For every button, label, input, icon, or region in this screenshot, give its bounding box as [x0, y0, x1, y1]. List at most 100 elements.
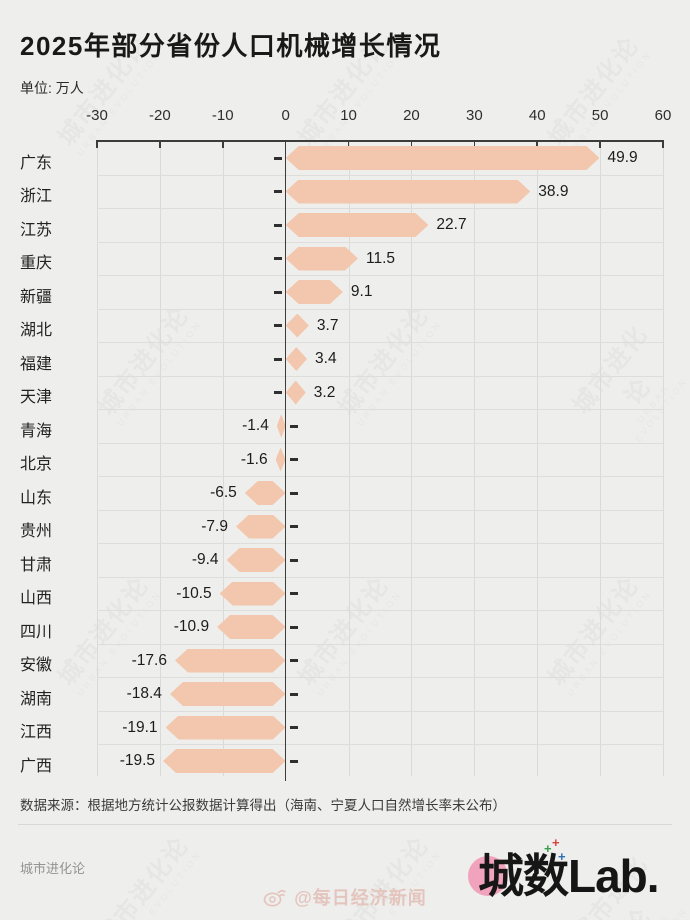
- bar-base-dash: [289, 625, 298, 629]
- diagonal-watermark: 城市进化论URBAN EVOLUTION: [287, 567, 403, 698]
- watermark-cn-text: 城市进化论: [327, 297, 435, 422]
- category-label: 广西: [20, 757, 53, 775]
- value-label: -6.5: [210, 484, 237, 501]
- row-separator: [97, 543, 663, 545]
- category-label: 甘肃: [20, 556, 53, 574]
- x-axis-tick: [96, 142, 98, 148]
- bar-base-dash: [289, 726, 298, 729]
- row-separator: [97, 744, 663, 746]
- row-separator: [97, 710, 663, 712]
- logo-accent-icon: +: [552, 835, 560, 850]
- watermark-en-text: URBAN EVOLUTION: [315, 49, 404, 158]
- bar: [170, 682, 286, 706]
- gridline-vertical: [600, 140, 602, 776]
- x-axis-tick-label: 20: [403, 107, 420, 124]
- value-label: -10.5: [176, 584, 212, 602]
- weibo-watermark: @每日经济新闻: [0, 884, 690, 910]
- logo-accent-icon: +: [544, 841, 552, 856]
- category-label: 四川: [20, 623, 53, 641]
- x-axis-tick: [347, 142, 350, 148]
- zero-axis-line: [284, 140, 287, 781]
- bar-base-dash: [273, 324, 282, 327]
- category-label: 北京: [20, 456, 53, 473]
- unit-label: 单位: 万人: [20, 80, 84, 96]
- bar: [277, 414, 286, 438]
- row-separator: [97, 308, 663, 310]
- watermark-en-text: URBAN EVOLUTION: [565, 49, 654, 158]
- category-label: 湖北: [20, 322, 53, 339]
- watermark-cn-text: 城市进化论: [537, 567, 645, 692]
- diagonal-watermark: 城市进化论URBAN EVOLUTION: [558, 310, 690, 460]
- bar-base-dash: [289, 525, 298, 528]
- diagonal-watermark: 城市进化论URBAN EVOLUTION: [327, 297, 443, 428]
- logo-cn-text: 城数: [478, 850, 569, 902]
- row-separator: [97, 342, 663, 344]
- row-separator: [97, 610, 663, 612]
- x-axis-tick: [159, 142, 161, 148]
- x-axis-tick-label: 10: [340, 107, 357, 124]
- value-label: 49.9: [607, 149, 638, 166]
- x-axis-tick: [222, 142, 224, 148]
- bar-base-dash: [289, 424, 298, 428]
- row-separator: [97, 208, 663, 210]
- bar: [217, 615, 286, 639]
- gridline-vertical: [537, 140, 539, 776]
- row-separator: [97, 576, 663, 578]
- bar: [286, 213, 429, 237]
- bar: [286, 247, 358, 271]
- value-label: -19.5: [119, 752, 156, 769]
- x-axis-line: [96, 140, 664, 142]
- bar: [286, 146, 600, 170]
- value-label: -7.9: [201, 517, 228, 535]
- value-label: 3.4: [315, 350, 337, 367]
- category-label: 湖南: [20, 690, 53, 708]
- bar: [175, 649, 286, 673]
- category-label: 新疆: [20, 288, 53, 306]
- logo-pink-circle-icon: [468, 856, 508, 896]
- bar-base-dash: [289, 759, 298, 763]
- bar-base-dash: [289, 692, 298, 696]
- logo-latin-text: Lab.: [568, 850, 660, 902]
- bar: [163, 749, 286, 773]
- logo-accent-icon: +: [558, 849, 566, 864]
- category-label: 山东: [20, 489, 53, 507]
- row-separator: [97, 375, 663, 377]
- weibo-eye-icon: [263, 889, 286, 907]
- value-label: -1.6: [240, 450, 268, 468]
- watermark-en-text: URBAN EVOLUTION: [75, 49, 164, 158]
- value-label: 22.7: [436, 216, 467, 233]
- x-axis-tick-label: -30: [86, 107, 108, 124]
- bar-base-dash: [273, 223, 282, 227]
- category-label: 安徽: [20, 657, 53, 674]
- x-axis-tick: [284, 142, 287, 148]
- bar-base-dash: [289, 659, 298, 662]
- x-axis-tick-label: 50: [591, 107, 609, 124]
- bar: [286, 180, 531, 204]
- row-separator: [97, 442, 663, 444]
- footer-brand-text: 城市进化论: [20, 861, 86, 876]
- x-axis-tick-label: 0: [281, 107, 290, 124]
- category-label: 天津: [20, 389, 53, 406]
- watermark-cn-text: 城市进化论: [558, 310, 687, 448]
- bar-base-dash: [289, 458, 298, 461]
- watermark-en-text: URBAN EVOLUTION: [115, 319, 204, 428]
- diagonal-watermark: 城市进化论URBAN EVOLUTION: [537, 567, 653, 698]
- bar-base-dash: [289, 558, 298, 562]
- gridline-vertical: [663, 140, 664, 776]
- diagonal-watermark: 城市进化论URBAN EVOLUTION: [87, 297, 203, 428]
- category-label: 贵州: [20, 523, 53, 540]
- watermark-cn-text: 城市进化论: [537, 27, 645, 152]
- bar: [236, 515, 286, 539]
- logo-text: 城数Lab.: [478, 840, 660, 906]
- bar-base-dash: [289, 592, 298, 595]
- value-label: -10.9: [173, 618, 210, 635]
- gridline-vertical: [222, 140, 224, 776]
- x-axis-tick-label: 40: [528, 107, 546, 124]
- row-separator: [97, 174, 663, 176]
- value-label: -1.4: [242, 417, 269, 434]
- x-axis-tick: [536, 142, 538, 148]
- diagonal-watermark: 城市进化论URBAN EVOLUTION: [537, 27, 653, 158]
- bar: [286, 280, 343, 304]
- value-label: -19.1: [122, 718, 158, 736]
